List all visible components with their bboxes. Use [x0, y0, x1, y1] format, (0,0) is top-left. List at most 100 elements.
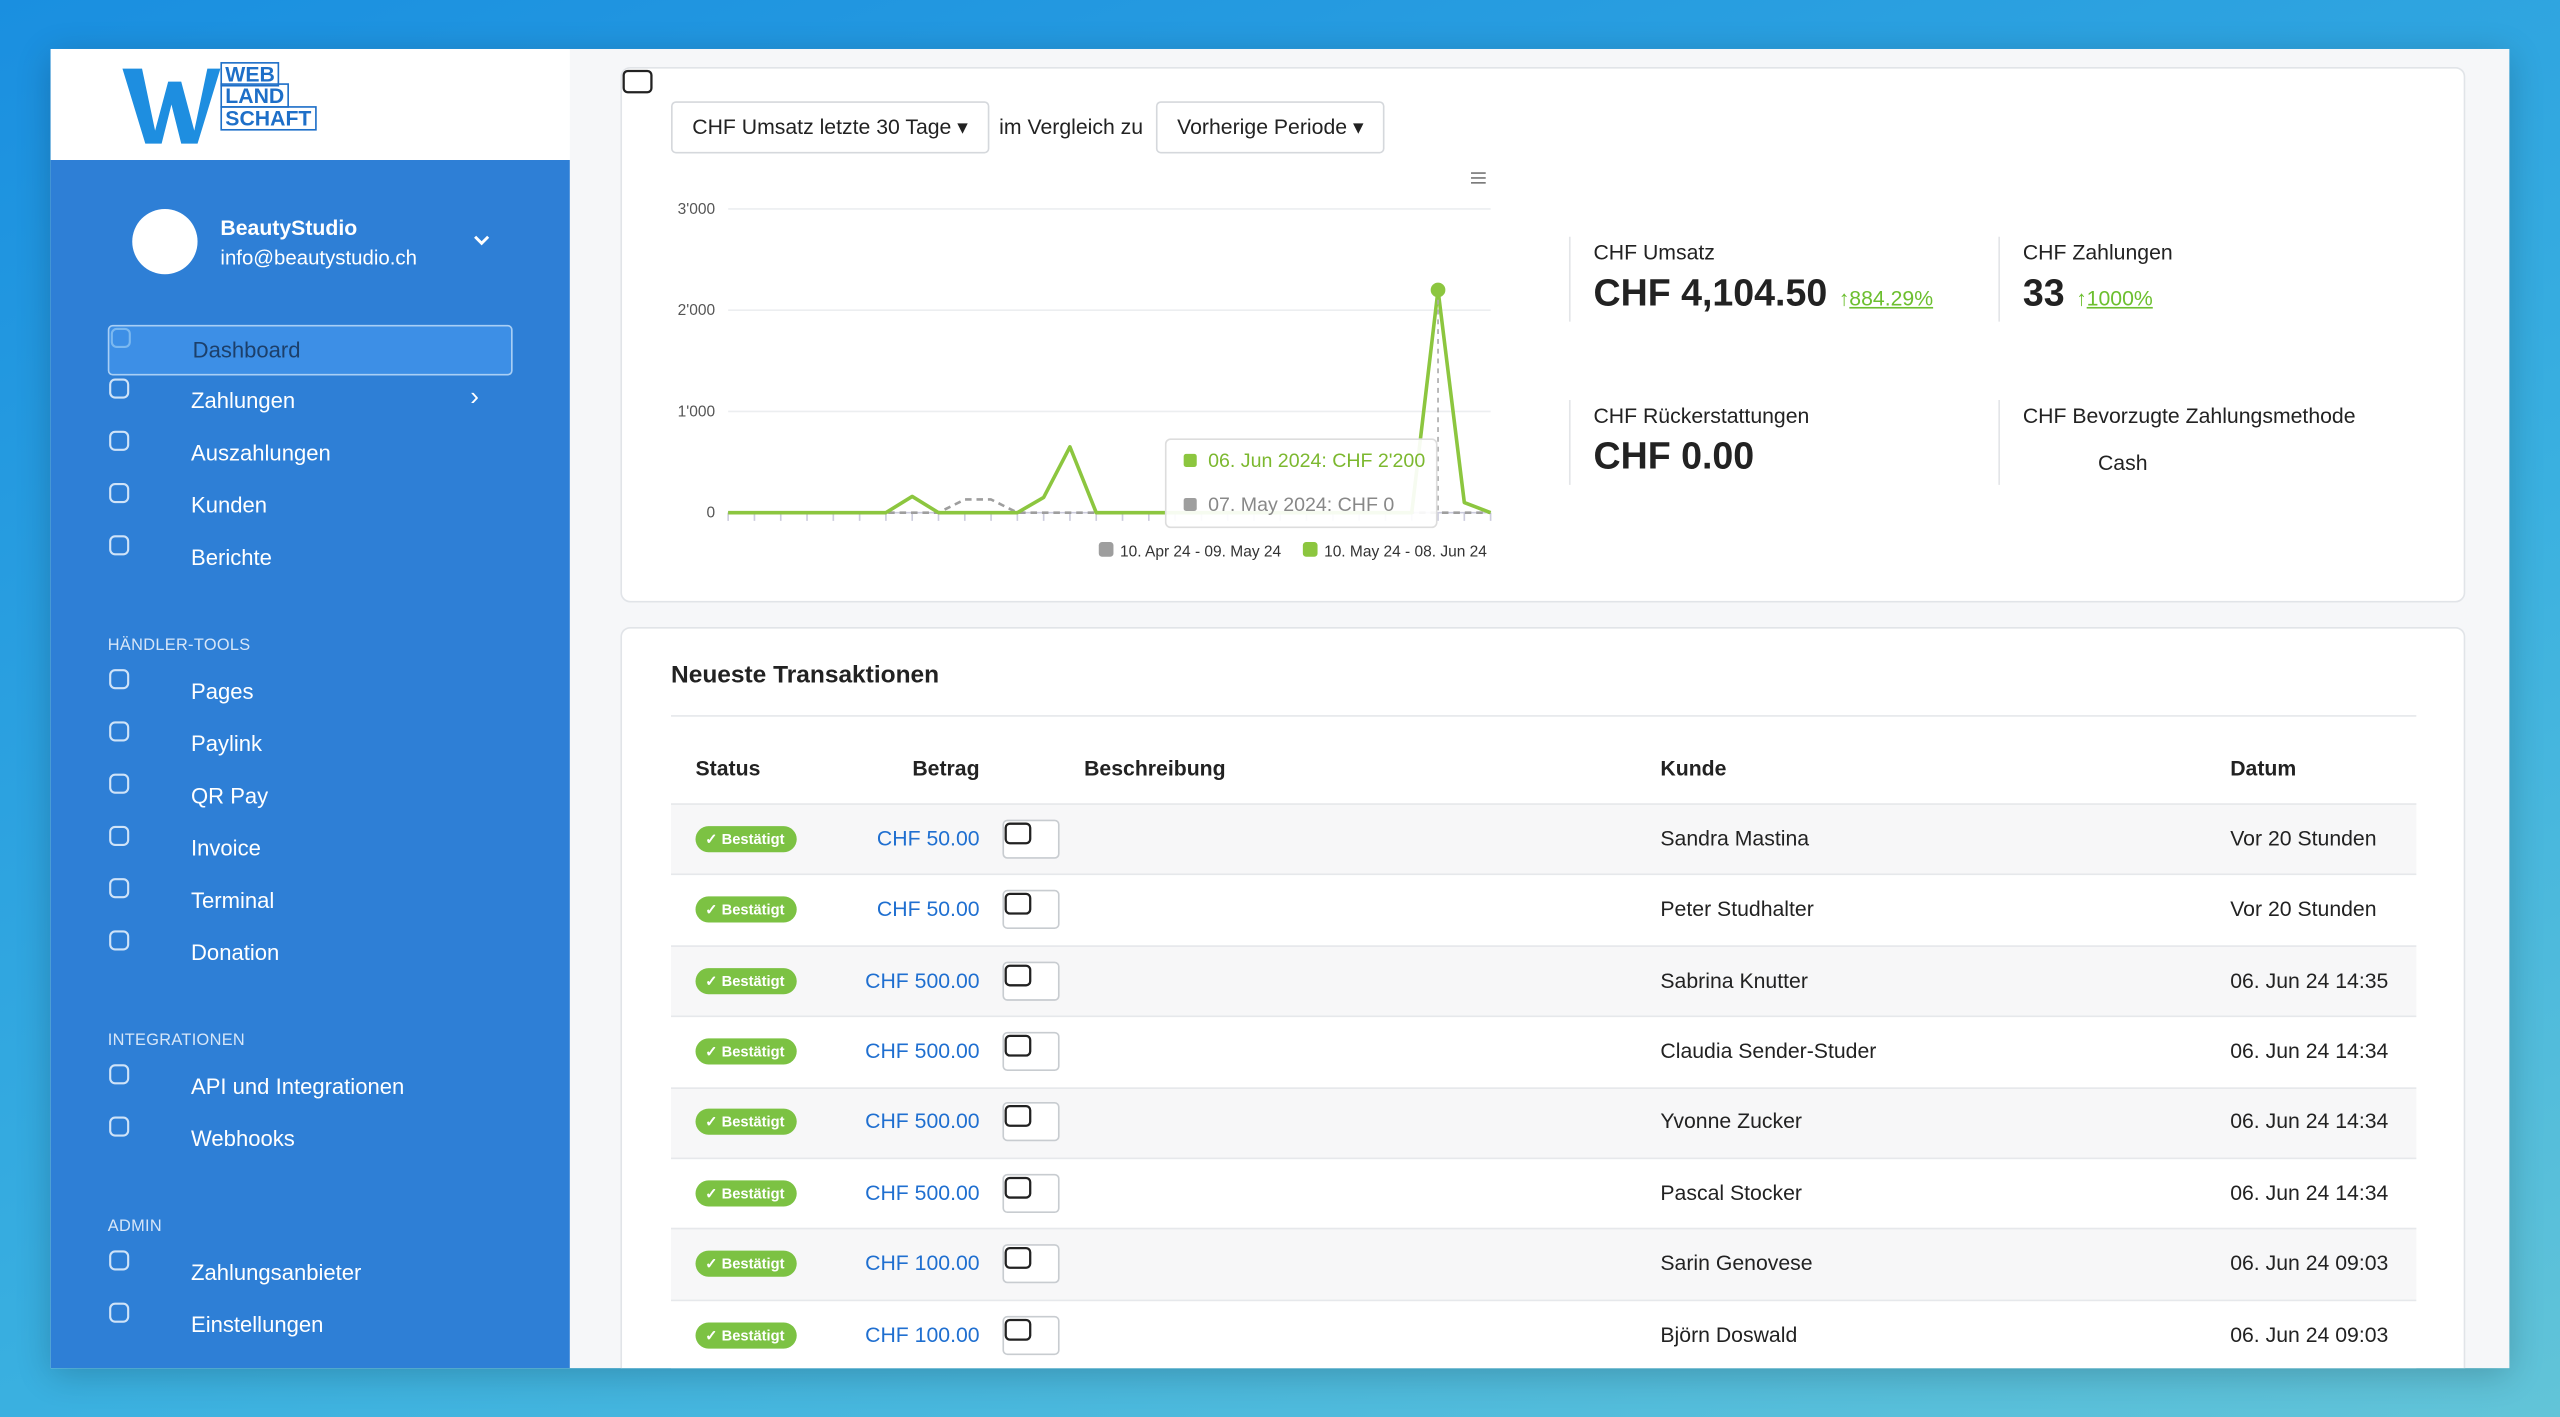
nav-item[interactable]: Kunden	[108, 482, 513, 533]
check: ✓	[705, 830, 718, 847]
logo: WEB LAND SCHAFT	[50, 48, 570, 160]
nav-section-title: INTEGRATIONEN	[107, 1031, 246, 1050]
amount[interactable]: CHF 50.00	[876, 896, 980, 921]
logo-text: WEB LAND SCHAFT	[220, 61, 317, 130]
kpi-change-text[interactable]: 1000%	[2086, 285, 2153, 311]
nav-icon	[109, 825, 130, 846]
nav-item[interactable]: QR Pay	[108, 772, 513, 823]
tooltip-swatch	[1183, 453, 1197, 467]
payment-method	[1002, 1173, 1060, 1213]
icon-shape	[1004, 1247, 1032, 1270]
icon-shape	[109, 878, 130, 899]
customer: Sarin Genovese	[1660, 1250, 1813, 1276]
kpi-divider	[1998, 236, 2000, 322]
nav-item[interactable]: Invoice	[108, 824, 513, 875]
nav-label: Paylink	[191, 731, 263, 756]
amount[interactable]: CHF 500.00	[865, 1038, 980, 1063]
legend-swatch	[1098, 542, 1114, 557]
icon-shape	[109, 669, 130, 690]
amount[interactable]: CHF 100.00	[865, 1250, 980, 1276]
nav-label: Terminal	[191, 888, 275, 913]
icon-shape	[109, 825, 130, 846]
legend-label: 10. Apr 24 - 09. May 24	[1120, 544, 1282, 561]
amount[interactable]: CHF 500.00	[865, 967, 980, 992]
table-title: Neueste Transaktionen	[671, 661, 940, 689]
nav-label: Auszahlungen	[191, 440, 331, 466]
logo-line: SCHAFT	[220, 105, 317, 130]
table-row	[671, 1228, 2417, 1301]
nav-item[interactable]: Paylink	[108, 720, 513, 771]
icon-shape	[109, 1302, 130, 1323]
icon-shape	[109, 721, 130, 742]
nav-label: Invoice	[191, 835, 261, 861]
nav-item[interactable]: Terminal	[108, 877, 513, 928]
nav-icon	[109, 535, 130, 556]
table-row	[671, 803, 2417, 876]
nav-item[interactable]: API und Integrationen	[108, 1063, 513, 1114]
nav-chevron: ›	[470, 383, 479, 412]
kpi-divider	[1998, 399, 2000, 485]
customer: Yvonne Zucker	[1660, 1109, 1802, 1134]
nav-icon	[109, 930, 130, 951]
metric-select[interactable]: CHF Umsatz letzte 30 Tage ▾	[671, 101, 990, 154]
amount[interactable]: CHF 500.00	[865, 1179, 980, 1205]
wallet-icon	[622, 69, 653, 94]
nav-item[interactable]: Dashboard	[107, 324, 513, 376]
status-badge: Bestätigt ✓	[695, 1109, 796, 1136]
status-badge: Bestätigt ✓	[695, 896, 796, 923]
logo-mark	[122, 68, 221, 144]
date: Vor 20 Stunden	[2230, 825, 2377, 851]
compare-select[interactable]: Vorherige Periode ▾	[1155, 101, 1385, 154]
wallet-icon	[1004, 1034, 1032, 1057]
tooltip	[1164, 438, 1438, 529]
icon-shape	[109, 773, 130, 794]
kpi-label: CHF Bevorzugte Zahlungsmethode	[2022, 403, 2356, 428]
nav-item[interactable]: Berichte	[108, 534, 513, 585]
nav-item[interactable]: Auszahlungen	[108, 429, 513, 480]
chart: 0 1'000 2'000 3'000 06. Jun 2024: CHF 2'200 0…	[678, 172, 1492, 561]
icon-shape	[109, 1116, 130, 1137]
nav-item[interactable]: Pages	[108, 668, 513, 719]
nav-item[interactable]: Donation	[108, 929, 513, 980]
tooltip-swatch	[1183, 497, 1197, 512]
tooltip-text: 07. May 2024: CHF 0	[1208, 494, 1394, 516]
amount[interactable]: CHF 500.00	[865, 1109, 980, 1134]
metric-text: CHF Umsatz letzte 30 Tage	[692, 114, 952, 139]
kpi-value-text: 33	[2022, 271, 2065, 314]
wallet-icon	[1004, 1105, 1032, 1128]
nav-icon	[109, 773, 130, 794]
account-email[interactable]: info@beautystudio.ch	[220, 246, 417, 270]
kpi-change: ↑1000%	[2076, 285, 2153, 311]
amount[interactable]: CHF 50.00	[876, 825, 980, 851]
nav-label: Webhooks	[191, 1126, 295, 1152]
amount[interactable]: CHF 100.00	[865, 1321, 980, 1347]
nav-item[interactable]: Zahlungsanbieter	[108, 1249, 513, 1300]
kpi-change-text[interactable]: 884.29%	[1849, 285, 1934, 311]
column-header: Betrag	[912, 755, 980, 781]
kpi-change: ↑884.29%	[1838, 285, 1934, 311]
check: ✓	[705, 901, 718, 918]
nav-icon	[109, 483, 130, 504]
account-chevron[interactable]	[472, 232, 492, 248]
date: 06. Jun 24 14:34	[2230, 1038, 2389, 1063]
nav-item[interactable]: Webhooks	[108, 1115, 513, 1166]
y-tick-label: 0	[706, 505, 715, 522]
kpis: CHF Umsatz CHF 4,104.50 ↑884.29% CHF Zahlun…	[622, 69, 2464, 485]
app-window: WEB LAND SCHAFT BeautyStudio info@beautyst…	[50, 48, 2510, 1369]
kpi-value-text: CHF 0.00	[1593, 434, 1755, 477]
chart-menu[interactable]	[1471, 172, 1486, 184]
nav-item[interactable]: Zahlungen ›	[108, 377, 513, 428]
nav-item[interactable]: Einstellungen	[108, 1301, 513, 1352]
account-name: BeautyStudio	[220, 215, 358, 240]
tooltip-text: 06. Jun 2024: CHF 2'200	[1208, 450, 1425, 472]
customer: Peter Studhalter	[1660, 896, 1814, 921]
divider	[671, 715, 2417, 717]
date: 06. Jun 24 09:03	[2230, 1250, 2389, 1276]
payment-method	[1002, 819, 1060, 859]
wallet-icon	[1004, 1318, 1032, 1340]
column-header: Kunde	[1660, 755, 1727, 781]
kpi-divider	[1568, 236, 1571, 322]
legend-label: 10. May 24 - 08. Jun 24	[1324, 544, 1487, 561]
icon-shape	[1004, 892, 1032, 915]
